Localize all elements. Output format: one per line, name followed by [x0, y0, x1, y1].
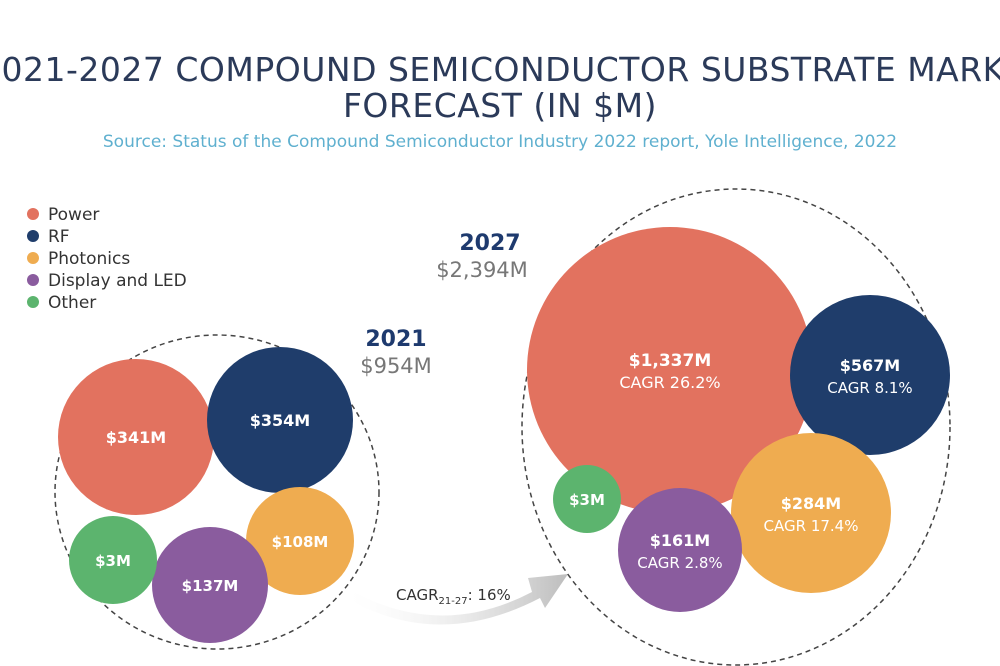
growth-arrow: CAGR21-27: 16% — [350, 574, 568, 625]
bubble-2021-power — [58, 359, 214, 515]
bubble-2027-display-and-led — [618, 488, 742, 612]
total-label-2027: $2,394M — [436, 258, 528, 282]
legend-label-power: Power — [48, 205, 99, 225]
bubble-cagr-2027-photonics: CAGR 17.4% — [764, 517, 859, 535]
bubble-2027-photonics — [731, 433, 891, 593]
chart-title-line-1: 2021-2027 COMPOUND SEMICONDUCTOR SUBSTRA… — [0, 50, 1000, 89]
bubble-group-2021: 2021$954M $341M $354M $108M $137M $3M — [54, 327, 432, 650]
bubble-value-2021-power: $341M — [106, 428, 166, 447]
bubble-2021-display-and-led — [152, 527, 268, 643]
chart-title-line-2: FORECAST (IN $M) — [342, 86, 658, 125]
legend-label-photonics: Photonics — [48, 249, 130, 269]
bubble-groups: 2021$954M$341M$354M$108M$137M$3M2027$2,3… — [54, 188, 951, 666]
bubble-cagr-2027-power: CAGR 26.2% — [619, 373, 720, 392]
legend-dot-other — [27, 296, 39, 308]
bubble-2021-photonics — [246, 487, 354, 595]
bubble-value-2027-power: $1,337M — [629, 351, 712, 371]
year-label-2021: 2021 — [365, 327, 426, 352]
year-label-2027: 2027 — [459, 231, 520, 256]
legend-label-rf: RF — [48, 227, 70, 247]
bubble-value-2027-photonics: $284M — [781, 494, 841, 513]
legend-label-display-and-led: Display and LED — [48, 271, 187, 291]
bubble-value-2027-rf: $567M — [840, 356, 900, 375]
group-outline-2021 — [54, 334, 380, 650]
bubble-value-2021-photonics: $108M — [272, 533, 329, 551]
legend-dot-rf — [27, 230, 39, 242]
legend-dot-power — [27, 208, 39, 220]
bubble-2027-power — [527, 227, 813, 513]
bubble-value-2021-rf: $354M — [250, 411, 310, 430]
bubble-2021-other — [69, 516, 157, 604]
legend-dot-display-and-led — [27, 274, 39, 286]
bubble-value-2021-display-and-led: $137M — [182, 577, 239, 595]
legend-dot-photonics — [27, 252, 39, 264]
total-label-2021: $954M — [360, 354, 432, 378]
bubble-2021-rf — [207, 347, 353, 493]
chart-subtitle: Source: Status of the Compound Semicondu… — [102, 132, 898, 152]
bubble-cagr-2027-display-and-led: CAGR 2.8% — [637, 554, 722, 572]
legend-label-other: Other — [48, 293, 96, 313]
growth-arrow-label: CAGR21-27: 16% — [396, 586, 511, 607]
bubble-cagr-2027-rf: CAGR 8.1% — [827, 379, 912, 397]
growth-arrow-shape — [350, 574, 568, 625]
bubble-2027-rf — [790, 295, 950, 455]
bubble-value-2027-display-and-led: $161M — [650, 531, 710, 550]
bubble-value-2027-other: $3M — [569, 491, 605, 509]
group-outline-2027 — [521, 188, 951, 666]
bubble-2027-other — [553, 465, 621, 533]
bubble-group-2027: 2027$2,394M $1,337M CAGR 26.2% $567M CAGR 8.… — [436, 188, 951, 666]
bubble-value-2021-other: $3M — [95, 552, 131, 570]
